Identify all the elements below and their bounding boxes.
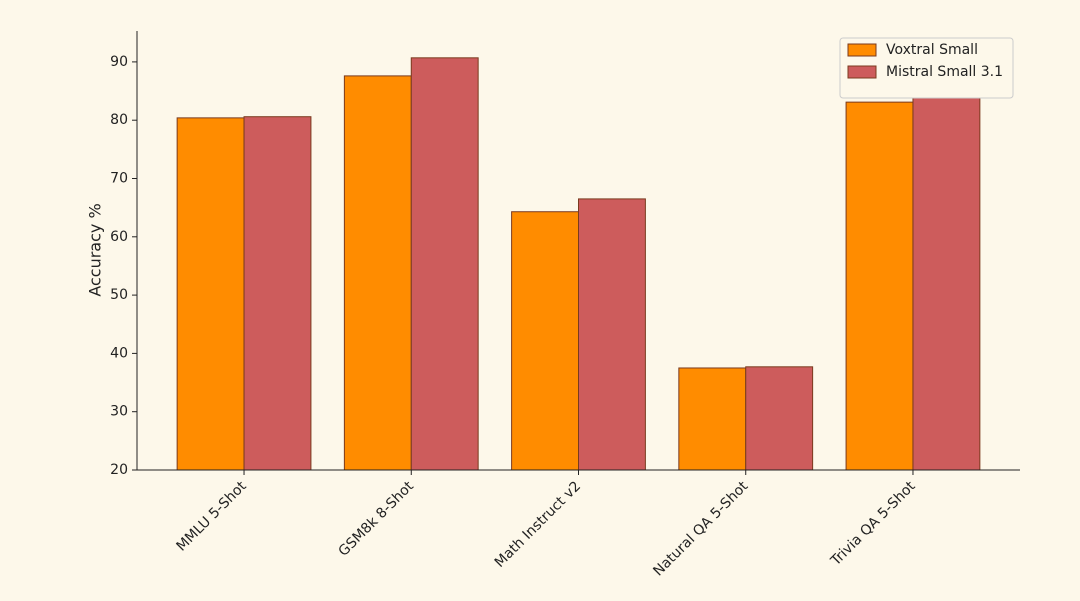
bar <box>678 367 747 471</box>
legend-box <box>839 37 1014 99</box>
y-tick-label: 70 <box>110 170 128 186</box>
legend-label: Mistral Small 3.1 <box>886 64 1003 80</box>
y-tick-label: 50 <box>110 287 128 303</box>
bar <box>845 101 914 471</box>
legend-label: Voxtral Small <box>886 42 978 58</box>
bar <box>578 198 646 471</box>
y-axis-label: Accuracy % <box>86 203 105 296</box>
bar <box>243 116 312 471</box>
bar <box>410 57 479 471</box>
y-tick-label: 40 <box>110 345 128 361</box>
bar <box>176 117 245 471</box>
bar <box>343 75 412 471</box>
bar <box>745 366 814 471</box>
y-tick-label: 20 <box>110 462 128 478</box>
bar <box>511 211 579 471</box>
y-tick-label: 60 <box>110 229 128 245</box>
y-tick-label: 80 <box>110 112 128 128</box>
legend-swatch <box>847 65 877 79</box>
bar <box>912 96 981 471</box>
y-tick-label: 90 <box>110 54 128 70</box>
legend-swatch <box>847 43 877 57</box>
y-tick-label: 30 <box>110 404 128 420</box>
